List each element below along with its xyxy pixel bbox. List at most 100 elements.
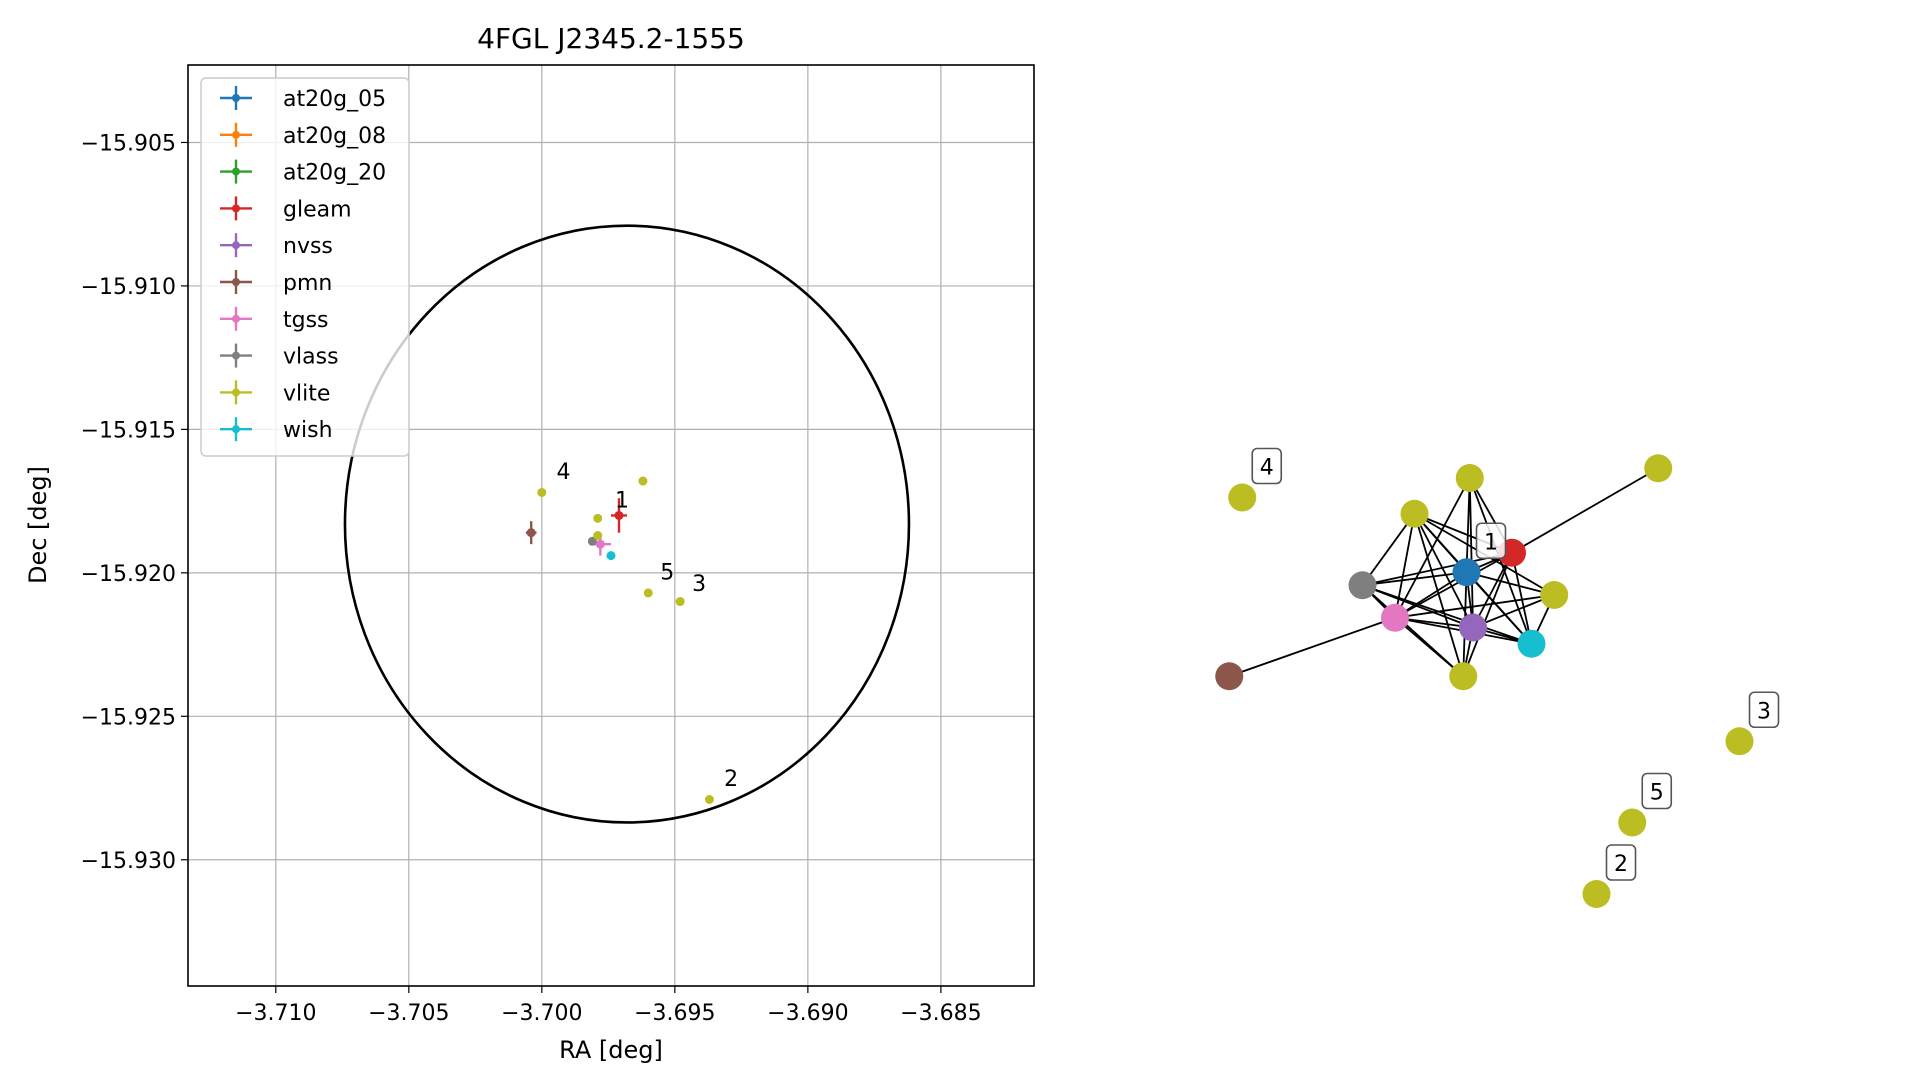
network-edge bbox=[1394, 513, 1416, 618]
node-label-3: 3 bbox=[1748, 691, 1780, 729]
node-nvss bbox=[1459, 613, 1487, 642]
legend-item-nvss: nvss bbox=[220, 233, 333, 259]
label-box bbox=[1251, 447, 1283, 485]
legend-label: tgss bbox=[283, 308, 329, 333]
network-panel: 1 4 3 5 2 bbox=[1215, 447, 1780, 908]
network-edge bbox=[1468, 477, 1474, 628]
legend-item-at20g_08: at20g_08 bbox=[220, 122, 386, 149]
network-labels: 1 4 3 5 2 bbox=[1251, 447, 1780, 881]
y-tick-label: −15.915 bbox=[81, 418, 176, 443]
marker bbox=[526, 528, 536, 538]
legend-box bbox=[200, 77, 410, 457]
point-vlass bbox=[587, 536, 597, 546]
legend-marker bbox=[232, 314, 240, 323]
y-axis-label: Dec [deg] bbox=[24, 466, 52, 584]
node-vlite_b bbox=[1400, 499, 1429, 528]
annotation-5: 5 bbox=[660, 560, 674, 585]
annotation-1: 1 bbox=[615, 489, 629, 514]
marker bbox=[593, 531, 603, 541]
x-tick-label: −3.700 bbox=[501, 1001, 582, 1026]
node-src2 bbox=[1582, 880, 1611, 908]
network-edge bbox=[1462, 552, 1513, 677]
point-vlite bbox=[537, 488, 547, 498]
legend-item-tgss: tgss bbox=[220, 306, 329, 333]
legend-item-gleam: gleam bbox=[220, 196, 352, 222]
node-label-1: 1 bbox=[1475, 522, 1507, 560]
network-edge bbox=[1394, 551, 1513, 619]
network-edge bbox=[1394, 477, 1471, 619]
network-edge bbox=[1465, 571, 1533, 645]
marker bbox=[593, 513, 603, 523]
legend-label: vlite bbox=[283, 381, 330, 406]
marker bbox=[643, 588, 653, 598]
plot-frame bbox=[187, 64, 1035, 987]
network-edge bbox=[1466, 571, 1555, 596]
marker bbox=[614, 510, 624, 520]
x-tick-label: −3.685 bbox=[900, 1001, 981, 1026]
y-tick-label: −15.905 bbox=[81, 131, 176, 156]
network-edge bbox=[1394, 617, 1464, 677]
node-vlite_e bbox=[1644, 454, 1673, 483]
marker bbox=[587, 536, 597, 546]
legend-marker bbox=[232, 94, 240, 102]
network-edges bbox=[1228, 467, 1659, 678]
label-box bbox=[1605, 844, 1637, 881]
point-vlite bbox=[675, 597, 685, 607]
legend-marker bbox=[232, 130, 240, 139]
axis-ticks: −3.710 −3.705 −3.700 −3.695 −3.690 −3.685 −15.… bbox=[81, 131, 982, 1026]
point-wish bbox=[606, 551, 616, 561]
legend-marker bbox=[232, 388, 240, 397]
network-nodes bbox=[1215, 454, 1754, 908]
legend-label: at20g_20 bbox=[283, 161, 386, 186]
label-text: 2 bbox=[1614, 852, 1628, 877]
node-src3 bbox=[1725, 727, 1754, 756]
legend-item-vlass: vlass bbox=[220, 343, 339, 370]
localization-ellipse bbox=[343, 224, 911, 824]
annotation-4: 4 bbox=[556, 460, 570, 485]
network-edge bbox=[1511, 467, 1659, 554]
legend-marker bbox=[232, 241, 240, 250]
legend-item-wish: wish bbox=[220, 417, 333, 443]
label-text: 3 bbox=[1757, 699, 1771, 724]
node-label-4: 4 bbox=[1251, 447, 1283, 485]
network-edge bbox=[1228, 616, 1396, 678]
node-vlass bbox=[1348, 571, 1377, 600]
label-text: 5 bbox=[1650, 781, 1664, 806]
legend-item-vlite: vlite bbox=[220, 380, 330, 406]
marker bbox=[704, 795, 714, 805]
point-annotations: 1 4 5 3 2 bbox=[556, 460, 738, 792]
legend-marker bbox=[232, 351, 240, 360]
data-points bbox=[525, 476, 714, 805]
legend-label: at20g_08 bbox=[283, 124, 386, 149]
marker bbox=[537, 488, 547, 498]
y-tick-label: −15.910 bbox=[81, 275, 176, 300]
legend-marker bbox=[232, 204, 240, 213]
node-vlite_c bbox=[1540, 581, 1569, 609]
x-tick-label: −3.710 bbox=[235, 1001, 316, 1026]
network-edge bbox=[1394, 594, 1555, 619]
legend-item-at20g_05: at20g_05 bbox=[220, 86, 386, 112]
node-src5 bbox=[1618, 808, 1647, 837]
point-vlite bbox=[593, 513, 603, 523]
y-tick-label: −15.920 bbox=[81, 562, 176, 587]
network-edge bbox=[1472, 594, 1555, 629]
node-tgss bbox=[1381, 603, 1409, 632]
label-box bbox=[1475, 522, 1507, 560]
node-label-5: 5 bbox=[1641, 772, 1673, 810]
x-tick-label: −3.695 bbox=[634, 1001, 715, 1026]
label-box bbox=[1641, 772, 1673, 810]
marker bbox=[606, 551, 616, 561]
label-text: 4 bbox=[1260, 456, 1274, 481]
network-edge bbox=[1361, 513, 1416, 586]
x-axis-label: RA [deg] bbox=[559, 1036, 663, 1064]
legend-marker bbox=[232, 278, 240, 286]
node-vlite_a bbox=[1455, 464, 1484, 492]
label-text: 1 bbox=[1484, 530, 1498, 555]
point-gleam bbox=[611, 498, 627, 533]
node-at20g bbox=[1452, 558, 1481, 587]
point-vlite bbox=[643, 588, 653, 598]
legend-label: pmn bbox=[283, 271, 332, 296]
node-pmn bbox=[1215, 662, 1244, 691]
legend-item-at20g_20: at20g_20 bbox=[220, 159, 386, 186]
